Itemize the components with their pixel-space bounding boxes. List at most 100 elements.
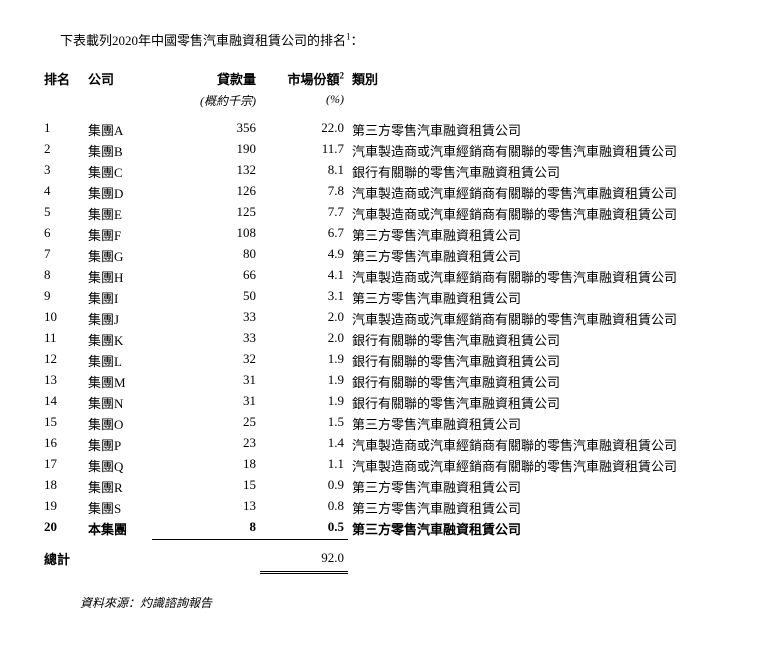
cell-rank: 13: [40, 371, 84, 392]
cell-category: 第三方零售汽車融資租賃公司: [348, 476, 734, 497]
cell-loan: 356: [152, 119, 260, 140]
cell-share: 0.8: [260, 497, 348, 518]
cell-company: 集團M: [84, 371, 152, 392]
table-row: 1集團A35622.0第三方零售汽車融資租賃公司: [40, 119, 734, 140]
cell-company: 集團Q: [84, 455, 152, 476]
cell-category: 第三方零售汽車融資租賃公司: [348, 224, 734, 245]
cell-company: 集團A: [84, 119, 152, 140]
cell-loan: 18: [152, 455, 260, 476]
cell-company: 集團E: [84, 203, 152, 224]
cell-category: 汽車製造商或汽車經銷商有關聯的零售汽車融資租賃公司: [348, 203, 734, 224]
table-row: 8集團H664.1汽車製造商或汽車經銷商有關聯的零售汽車融資租賃公司: [40, 266, 734, 287]
table-row: 4集團D1267.8汽車製造商或汽車經銷商有關聯的零售汽車融資租賃公司: [40, 182, 734, 203]
table-row: 2集團B19011.7汽車製造商或汽車經銷商有關聯的零售汽車融資租賃公司: [40, 140, 734, 161]
cell-rank: 5: [40, 203, 84, 224]
cell-share: 1.5: [260, 413, 348, 434]
cell-share: 11.7: [260, 140, 348, 161]
cell-loan: 25: [152, 413, 260, 434]
table-row: 18集團R150.9第三方零售汽車融資租賃公司: [40, 476, 734, 497]
cell-company: 集團D: [84, 182, 152, 203]
table-row: 13集團M311.9銀行有關聯的零售汽車融資租賃公司: [40, 371, 734, 392]
cell-share: 1.4: [260, 434, 348, 455]
cell-category: 汽車製造商或汽車經銷商有關聯的零售汽車融資租賃公司: [348, 455, 734, 476]
cell-loan: 31: [152, 371, 260, 392]
cell-share: 6.7: [260, 224, 348, 245]
table-row: 10集團J332.0汽車製造商或汽車經銷商有關聯的零售汽車融資租賃公司: [40, 308, 734, 329]
highlight-loan: 8: [152, 518, 260, 539]
cell-company: 集團C: [84, 161, 152, 182]
cell-category: 第三方零售汽車融資租賃公司: [348, 413, 734, 434]
cell-company: 集團N: [84, 392, 152, 413]
cell-loan: 66: [152, 266, 260, 287]
cell-loan: 50: [152, 287, 260, 308]
cell-loan: 15: [152, 476, 260, 497]
cell-share: 7.8: [260, 182, 348, 203]
cell-category: 銀行有關聯的零售汽車融資租賃公司: [348, 350, 734, 371]
cell-share: 2.0: [260, 308, 348, 329]
cell-company: 集團S: [84, 497, 152, 518]
cell-category: 汽車製造商或汽車經銷商有關聯的零售汽車融資租賃公司: [348, 266, 734, 287]
cell-category: 第三方零售汽車融資租賃公司: [348, 245, 734, 266]
cell-loan: 190: [152, 140, 260, 161]
cell-rank: 10: [40, 308, 84, 329]
cell-rank: 16: [40, 434, 84, 455]
highlight-row: 20 本集團 8 0.5 第三方零售汽車融資租賃公司: [40, 518, 734, 539]
total-label: 總計: [40, 539, 152, 572]
cell-rank: 19: [40, 497, 84, 518]
cell-company: 集團L: [84, 350, 152, 371]
cell-category: 第三方零售汽車融資租賃公司: [348, 287, 734, 308]
table-row: 12集團L321.9銀行有關聯的零售汽車融資租賃公司: [40, 350, 734, 371]
table-body: 1集團A35622.0第三方零售汽車融資租賃公司2集團B19011.7汽車製造商…: [40, 119, 734, 518]
subheader-loan: (概約千宗): [152, 90, 260, 119]
cell-loan: 33: [152, 308, 260, 329]
intro-colon: ：: [351, 33, 364, 48]
intro-main: 下表載列2020年中國零售汽車融資租賃公司的排名: [60, 33, 346, 48]
cell-category: 銀行有關聯的零售汽車融資租賃公司: [348, 371, 734, 392]
cell-loan: 32: [152, 350, 260, 371]
cell-rank: 14: [40, 392, 84, 413]
subheader-share: (%): [260, 90, 348, 119]
cell-loan: 125: [152, 203, 260, 224]
highlight-rank: 20: [40, 518, 84, 539]
table-row: 15集團O251.5第三方零售汽車融資租賃公司: [40, 413, 734, 434]
header-share-text: 市場份額: [287, 72, 339, 87]
header-share-sup: 2: [340, 71, 345, 81]
table-row: 7集團G804.9第三方零售汽車融資租賃公司: [40, 245, 734, 266]
cell-rank: 2: [40, 140, 84, 161]
cell-share: 1.9: [260, 392, 348, 413]
header-share: 市場份額2: [260, 67, 348, 90]
table-row: 19集團S130.8第三方零售汽車融資租賃公司: [40, 497, 734, 518]
table-row: 11集團K332.0銀行有關聯的零售汽車融資租賃公司: [40, 329, 734, 350]
cell-category: 汽車製造商或汽車經銷商有關聯的零售汽車融資租賃公司: [348, 434, 734, 455]
cell-share: 4.1: [260, 266, 348, 287]
cell-rank: 7: [40, 245, 84, 266]
cell-category: 汽車製造商或汽車經銷商有關聯的零售汽車融資租賃公司: [348, 308, 734, 329]
cell-loan: 80: [152, 245, 260, 266]
cell-loan: 132: [152, 161, 260, 182]
highlight-company: 本集團: [84, 518, 152, 539]
cell-loan: 13: [152, 497, 260, 518]
highlight-share: 0.5: [260, 518, 348, 539]
cell-category: 第三方零售汽車融資租賃公司: [348, 497, 734, 518]
header-rank: 排名: [40, 67, 84, 90]
table-row: 9集團I503.1第三方零售汽車融資租賃公司: [40, 287, 734, 308]
header-company: 公司: [84, 67, 152, 90]
table-row: 16集團P231.4汽車製造商或汽車經銷商有關聯的零售汽車融資租賃公司: [40, 434, 734, 455]
cell-company: 集團O: [84, 413, 152, 434]
table-row: 5集團E1257.7汽車製造商或汽車經銷商有關聯的零售汽車融資租賃公司: [40, 203, 734, 224]
cell-rank: 1: [40, 119, 84, 140]
cell-category: 汽車製造商或汽車經銷商有關聯的零售汽車融資租賃公司: [348, 182, 734, 203]
header-category: 類別: [348, 67, 734, 90]
cell-share: 2.0: [260, 329, 348, 350]
cell-company: 集團H: [84, 266, 152, 287]
cell-rank: 4: [40, 182, 84, 203]
cell-rank: 15: [40, 413, 84, 434]
cell-company: 集團P: [84, 434, 152, 455]
cell-rank: 8: [40, 266, 84, 287]
total-row: 總計 92.0: [40, 539, 734, 572]
header-loan: 貸款量: [152, 67, 260, 90]
cell-rank: 17: [40, 455, 84, 476]
source-text: 資料來源：灼識諮詢報告: [80, 594, 734, 611]
cell-share: 1.1: [260, 455, 348, 476]
total-share: 92.0: [260, 539, 348, 572]
